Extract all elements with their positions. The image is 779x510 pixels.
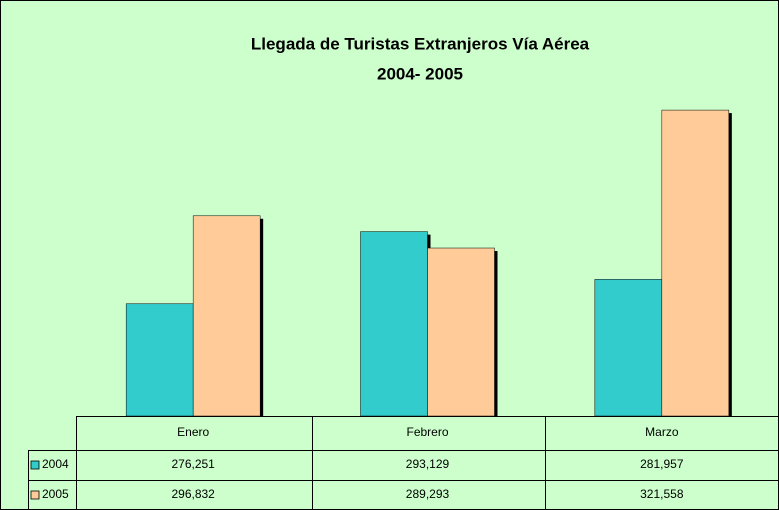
bar <box>360 231 428 417</box>
chart-subtitle: 2004- 2005 <box>377 64 463 83</box>
bar <box>427 247 495 417</box>
bar <box>661 109 730 417</box>
x-tick-label: Febrero <box>406 425 448 439</box>
x-tick-label: Marzo <box>645 425 679 439</box>
data-table <box>28 416 779 510</box>
legend-label: 2005 <box>42 487 69 501</box>
table-value: 289,293 <box>406 487 450 501</box>
bar <box>192 215 261 417</box>
table-value: 281,957 <box>640 457 684 471</box>
bar <box>594 279 663 417</box>
chart-title: Llegada de Turistas Extranjeros Vía Aére… <box>251 34 590 53</box>
table-value: 296,832 <box>171 487 215 501</box>
table-value: 321,558 <box>640 487 684 501</box>
table-value: 276,251 <box>171 457 215 471</box>
legend-key <box>30 460 40 470</box>
x-tick-label: Enero <box>177 425 209 439</box>
table-value: 293,129 <box>406 457 450 471</box>
bar <box>125 303 194 417</box>
legend-key <box>30 490 40 500</box>
legend-label: 2004 <box>42 457 69 471</box>
